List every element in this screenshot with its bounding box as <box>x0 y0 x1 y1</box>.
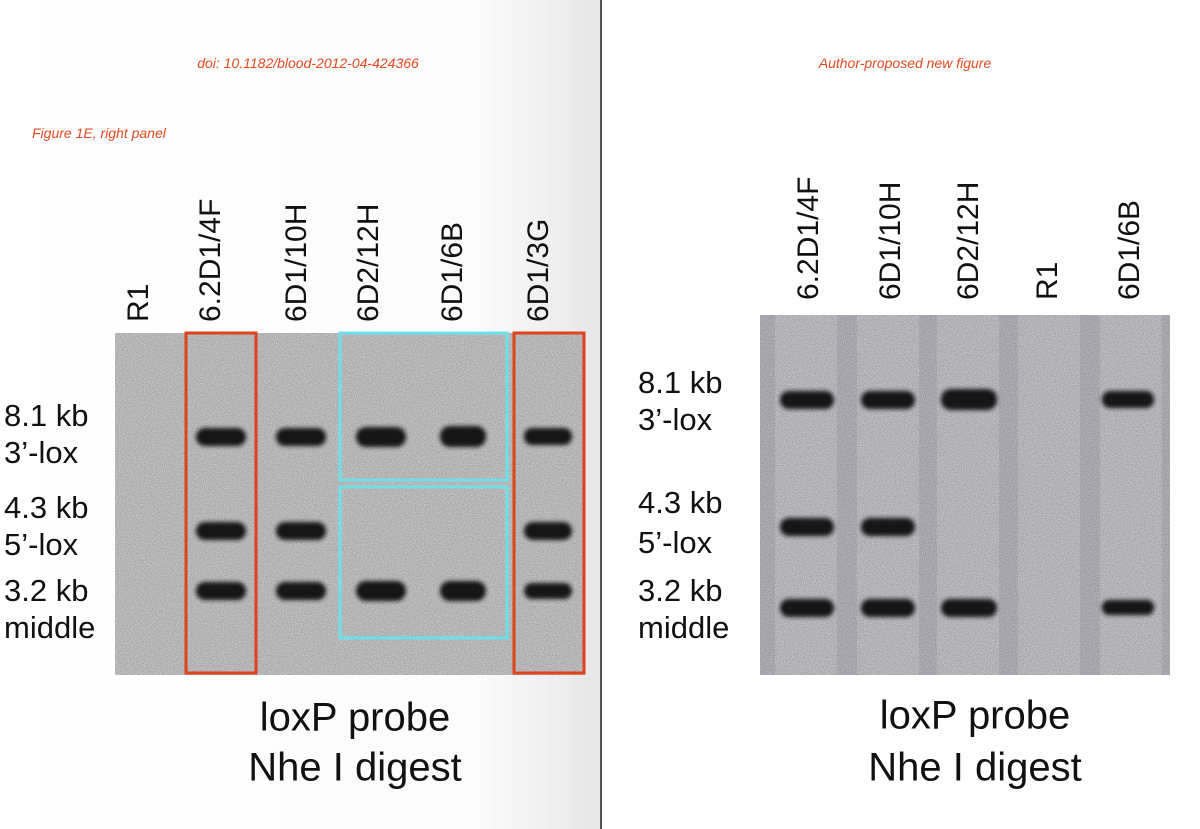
duplicate-box <box>338 331 509 482</box>
left-labels: R1 6.2D1/4F 6D1/10H 6D2/12H 6D1/6B 6D1/3G 8.1 … <box>4 199 555 790</box>
highlight-box <box>184 331 258 675</box>
band <box>196 522 246 540</box>
band <box>356 581 406 601</box>
band-label: middle <box>638 610 729 645</box>
right-blot <box>760 315 1170 675</box>
lane-label: R1 <box>122 284 155 322</box>
band <box>440 581 486 601</box>
lane-label: 6D1/6B <box>436 222 469 322</box>
band <box>861 518 915 536</box>
band-label: 8.1 kb <box>4 398 88 433</box>
band-label: 3’-lox <box>4 435 79 470</box>
lane-label: 6.2D1/4F <box>194 199 227 322</box>
band <box>1102 391 1154 408</box>
panel-label: Figure 1E, right panel <box>32 125 167 141</box>
caption: Nhe I digest <box>868 746 1081 790</box>
band-label: 3’-lox <box>638 402 713 437</box>
band <box>780 518 834 536</box>
band-label: 3.2 kb <box>4 573 88 608</box>
bands <box>780 389 1154 617</box>
band-label: 4.3 kb <box>4 490 88 525</box>
band <box>356 427 406 447</box>
caption: loxP probe <box>880 694 1071 738</box>
band <box>524 583 572 599</box>
duplicate-box <box>338 485 509 640</box>
band <box>1102 600 1154 615</box>
band <box>440 426 486 447</box>
band <box>524 522 572 540</box>
band <box>276 428 326 446</box>
band <box>861 599 915 617</box>
band <box>861 391 915 409</box>
band <box>941 599 997 617</box>
blot-noise <box>760 315 1170 675</box>
lane-label: 6D1/3G <box>522 219 555 322</box>
band <box>941 389 997 410</box>
band <box>196 582 246 600</box>
band-label: 3.2 kb <box>638 573 722 608</box>
left-blot <box>115 331 586 675</box>
bands <box>196 426 572 601</box>
band <box>780 599 834 617</box>
band <box>276 582 326 600</box>
band <box>276 522 326 540</box>
lane-label: R1 <box>1031 262 1064 300</box>
band-label: 8.1 kb <box>638 365 722 400</box>
lane-label: 6.2D1/4F <box>792 177 825 300</box>
lane-label: 6D1/6B <box>1113 200 1146 300</box>
lane-label: 6D2/12H <box>352 204 385 322</box>
band-label: 5’-lox <box>4 527 79 562</box>
lane-label: 6D2/12H <box>952 182 985 300</box>
band-label: 4.3 kb <box>638 485 722 520</box>
band <box>196 428 246 446</box>
band-label: middle <box>4 610 95 645</box>
lane-label: 6D1/10H <box>280 204 313 322</box>
band-label: 5’-lox <box>638 525 713 560</box>
caption: loxP probe <box>260 696 451 740</box>
caption: Nhe I digest <box>248 746 461 790</box>
band <box>524 428 572 445</box>
band <box>780 391 834 409</box>
highlight-box <box>512 331 586 675</box>
lane-label: 6D1/10H <box>874 182 907 300</box>
right-labels: 6.2D1/4F 6D1/10H 6D2/12H R1 6D1/6B 8.1 kb3’-l… <box>638 177 1146 790</box>
doi: doi: 10.1182/blood-2012-04-424366 <box>197 55 419 71</box>
right-header: Author-proposed new figure <box>818 55 992 71</box>
